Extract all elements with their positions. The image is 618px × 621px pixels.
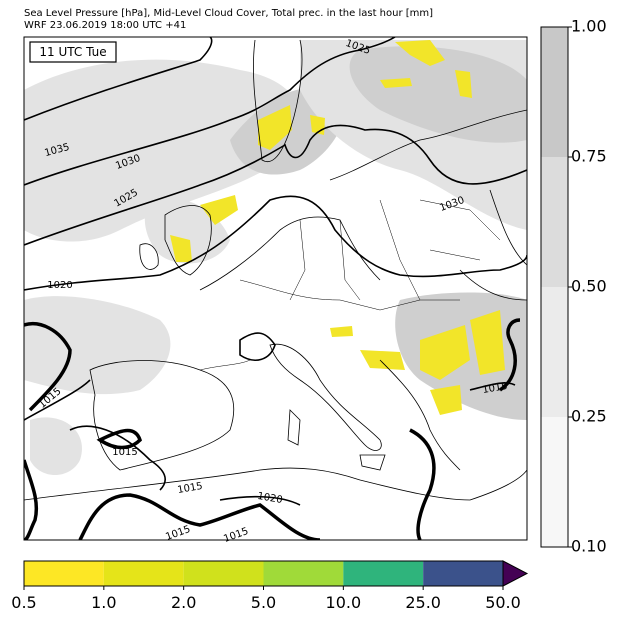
colorbar-segment [183, 561, 264, 586]
colorbar-segment [541, 157, 568, 287]
tick-label: 10.0 [326, 593, 362, 612]
colorbar-segment [541, 417, 568, 547]
isobar-label: 1015 [482, 381, 509, 396]
tick-label: 5.0 [251, 593, 276, 612]
isobar-label: 1015 [112, 447, 137, 458]
isobars [24, 37, 527, 540]
tick-label: 2.0 [171, 593, 196, 612]
map-frame [23, 36, 528, 541]
title: Sea Level Pressure [hPa], Mid-Level Clou… [24, 8, 433, 19]
isobar-label: 1020 [256, 491, 283, 506]
colorbar-segment [343, 561, 424, 586]
precipitation [170, 40, 505, 415]
colorbar-segment [103, 561, 184, 586]
isobar-label: 1015 [177, 481, 204, 496]
tick-label: 25.0 [405, 593, 441, 612]
colorbar-segment [263, 561, 344, 586]
colorbar-extend [502, 560, 529, 587]
cloud-colorbar: 0.10 0.25 0.50 0.75 1.00 [540, 17, 607, 556]
tick-label: 0.5 [11, 593, 36, 612]
coastlines [24, 39, 527, 501]
tick-label: 0.10 [571, 537, 607, 556]
colorbar-segment [423, 561, 503, 586]
tick-label: 50.0 [485, 593, 521, 612]
map-area [24, 37, 527, 540]
precip-colorbar: 0.5 1.0 2.0 5.0 10.0 25.0 50.0 [11, 560, 529, 612]
borders [199, 199, 501, 371]
tick-label: 1.00 [571, 17, 607, 36]
tick-label: 0.75 [571, 147, 607, 166]
time-label: 11 UTC Tue [39, 45, 106, 59]
colorbar-segment [541, 287, 568, 417]
isobar-label: 1020 [47, 280, 72, 291]
tick-label: 1.0 [91, 593, 116, 612]
colorbar-segment [24, 561, 104, 586]
tick-label: 0.25 [571, 407, 607, 426]
subtitle: WRF 23.06.2019 18:00 UTC +41 [24, 20, 186, 31]
tick-label: 0.50 [571, 277, 607, 296]
time-label-box [29, 41, 117, 63]
colorbar-segment [541, 27, 568, 157]
